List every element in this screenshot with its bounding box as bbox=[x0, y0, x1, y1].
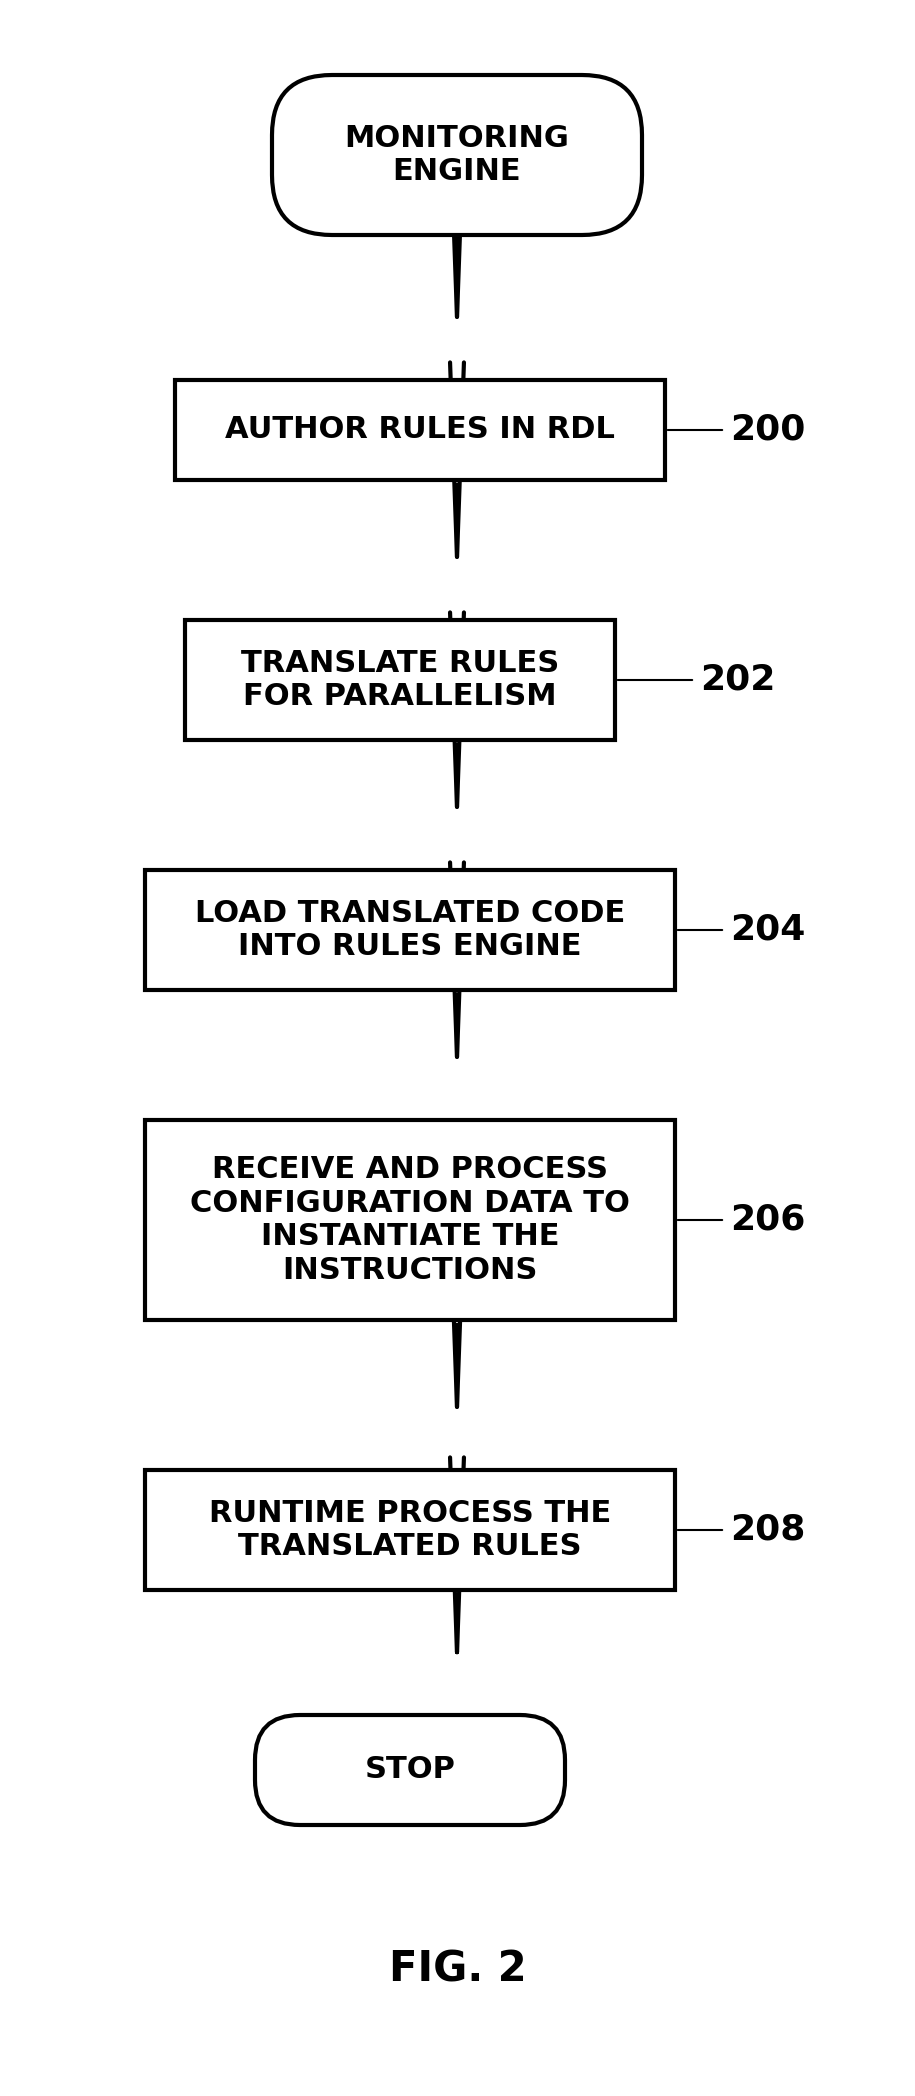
Text: 204: 204 bbox=[730, 914, 805, 947]
Text: 202: 202 bbox=[700, 662, 775, 698]
Text: TRANSLATE RULES
FOR PARALLELISM: TRANSLATE RULES FOR PARALLELISM bbox=[241, 648, 559, 711]
Bar bbox=[145, 1469, 675, 1591]
FancyBboxPatch shape bbox=[272, 75, 642, 235]
FancyBboxPatch shape bbox=[255, 1715, 565, 1826]
Text: MONITORING
ENGINE: MONITORING ENGINE bbox=[345, 124, 569, 187]
Bar bbox=[145, 870, 675, 989]
Text: STOP: STOP bbox=[364, 1756, 456, 1784]
Text: LOAD TRANSLATED CODE
INTO RULES ENGINE: LOAD TRANSLATED CODE INTO RULES ENGINE bbox=[195, 899, 625, 962]
Text: 208: 208 bbox=[730, 1513, 805, 1547]
Text: 200: 200 bbox=[730, 413, 805, 446]
Text: AUTHOR RULES IN RDL: AUTHOR RULES IN RDL bbox=[225, 415, 615, 444]
Bar bbox=[145, 1119, 675, 1320]
Text: FIG. 2: FIG. 2 bbox=[389, 1949, 526, 1991]
Bar bbox=[175, 379, 665, 480]
Text: RUNTIME PROCESS THE
TRANSLATED RULES: RUNTIME PROCESS THE TRANSLATED RULES bbox=[209, 1499, 611, 1562]
Text: 206: 206 bbox=[730, 1203, 805, 1237]
Text: RECEIVE AND PROCESS
CONFIGURATION DATA TO
INSTANTIATE THE
INSTRUCTIONS: RECEIVE AND PROCESS CONFIGURATION DATA T… bbox=[190, 1155, 630, 1285]
Bar bbox=[185, 620, 615, 740]
